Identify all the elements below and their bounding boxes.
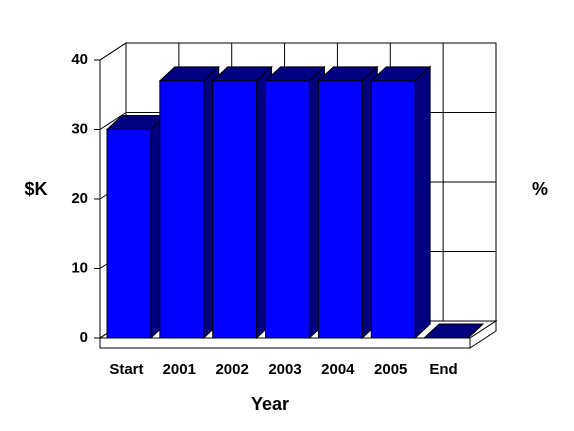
bar-front — [317, 80, 363, 339]
bar-front — [106, 129, 152, 339]
x-axis-label: Year — [251, 394, 289, 414]
y-tick-label: 0 — [80, 329, 88, 346]
bar-front — [265, 80, 310, 339]
x-tick-label: 2001 — [163, 361, 196, 378]
x-tick-label: 2002 — [215, 361, 248, 378]
y-tick-label: 40 — [71, 51, 88, 68]
y-tick-label: 30 — [71, 120, 88, 137]
bar-top — [422, 323, 485, 339]
y2-axis-label: % — [532, 179, 548, 199]
floor-edge — [99, 337, 471, 349]
floor-side — [469, 320, 497, 349]
bar-front — [159, 80, 205, 339]
bar — [422, 323, 485, 339]
bar — [370, 65, 432, 340]
bar — [211, 65, 273, 340]
bar — [105, 114, 168, 340]
grid-line-left — [99, 42, 127, 61]
y-tick-label: 10 — [71, 259, 88, 276]
x-tick-label: 2003 — [268, 361, 301, 378]
y-tick-label: 20 — [71, 190, 88, 207]
bar-side — [414, 65, 431, 340]
x-tick-label: 2005 — [374, 361, 407, 378]
bar — [317, 65, 379, 340]
y-axis-label: $K — [24, 179, 47, 199]
bar-front — [212, 80, 258, 339]
bar — [158, 65, 220, 340]
x-tick-label: End — [429, 361, 457, 378]
bar — [264, 65, 326, 340]
bar-front — [370, 80, 416, 339]
x-tick-label: 2004 — [321, 361, 355, 378]
x-tick-label: Start — [109, 361, 143, 378]
